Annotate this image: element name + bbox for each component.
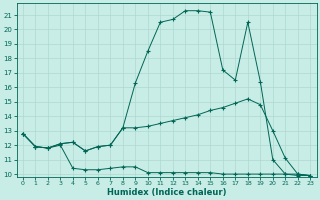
X-axis label: Humidex (Indice chaleur): Humidex (Indice chaleur) <box>107 188 226 197</box>
